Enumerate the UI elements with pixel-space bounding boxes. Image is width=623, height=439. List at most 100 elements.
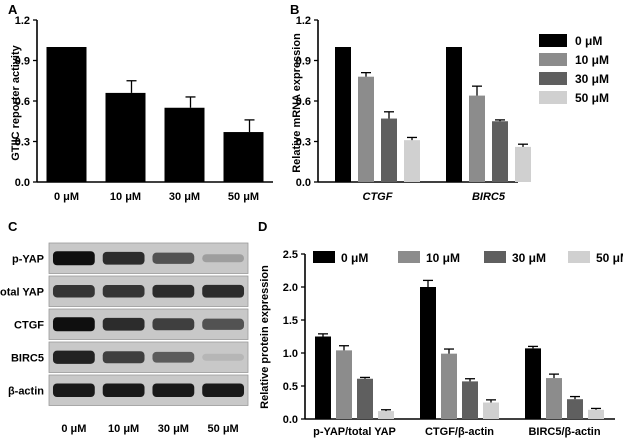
chart-d-ytick-label: 2.5: [283, 249, 298, 261]
blot-band: [102, 351, 145, 364]
chart-a-xtick-label: 30 μM: [169, 191, 200, 203]
chart-b-ytick-label: 1.2: [296, 15, 311, 27]
blot-band: [152, 383, 195, 398]
chart-b-bar: [404, 140, 420, 182]
blot-band: [102, 285, 145, 298]
chart-a-bar: [46, 47, 87, 182]
chart-a-ytick-label: 0.9: [15, 56, 30, 68]
blot-band: [202, 353, 245, 361]
chart-b-legend-swatch: [539, 72, 567, 85]
chart-d-xtick-label: BIRC5/β-actin: [528, 426, 600, 438]
blot-lane-label: 50 μM: [208, 423, 239, 435]
blot-band: [52, 317, 95, 332]
blot-band: [102, 317, 145, 331]
chart-b-bar: [469, 95, 485, 182]
panel-label-a: A: [8, 2, 18, 17]
chart-d-xtick-label: p-YAP/total YAP: [313, 426, 396, 438]
chart-b-bar: [446, 47, 462, 182]
chart-d-xtick-label: CTGF/β-actin: [425, 426, 494, 438]
chart-d-ytick-label: 2.0: [283, 282, 298, 294]
blot-band: [202, 383, 245, 398]
chart-a-ytick-label: 0.0: [15, 177, 30, 189]
chart-a-ytick-label: 0.6: [15, 96, 30, 108]
chart-d-bar: [357, 378, 373, 419]
chart-d-bar: [588, 409, 604, 419]
chart-d-bar: [462, 381, 478, 419]
chart-b-xtick-label: CTGF: [363, 191, 393, 203]
chart-d-bar: [567, 399, 583, 419]
chart-b-legend-swatch: [539, 53, 567, 66]
blot-band: [52, 383, 95, 398]
chart-b-bar: [358, 76, 374, 182]
chart-d-ytick-label: 1.0: [283, 348, 298, 360]
chart-d-bar: [483, 402, 499, 419]
chart-d-legend-label: 50 μM: [596, 251, 623, 265]
chart-a-bar: [105, 92, 146, 182]
chart-a-xtick-label: 10 μM: [110, 191, 141, 203]
chart-b: Relative mRNA expression 0.0 0.3 0.6 0.9 1.2…: [291, 15, 609, 203]
blot-row-label: β-actin: [8, 385, 44, 397]
chart-d-bar: [420, 287, 436, 419]
chart-d-bar: [378, 411, 394, 419]
blot-band: [152, 284, 195, 298]
chart-b-legend-swatch: [539, 34, 567, 47]
blot-row-label: p-YAP: [12, 253, 44, 265]
chart-b-legend-label: 10 μM: [575, 53, 609, 67]
chart-d-bar: [546, 378, 562, 419]
chart-a: GTIIC reporter activity 0.0 0.3 0.6 0.9 1.2 0…: [10, 15, 273, 203]
western-blot: p-YAP total YAP CTGF BIRC5 β-actin 0 μM 10 μM 3…: [0, 242, 249, 435]
blot-row-label: CTGF: [14, 319, 44, 331]
blot-row-label: BIRC5: [11, 352, 44, 364]
chart-d: Relative protein expression 0.0 0.5 1.0 1.5…: [259, 249, 623, 438]
chart-d-legend-swatch: [484, 251, 506, 263]
chart-a-ytick-label: 1.2: [15, 15, 30, 27]
blot-band: [202, 318, 245, 330]
chart-a-bar: [164, 107, 205, 182]
blot-lane-label: 10 μM: [108, 423, 139, 435]
chart-d-ytick-label: 0.5: [283, 381, 298, 393]
blot-band: [202, 284, 245, 298]
chart-d-ytick-label: 0.0: [283, 414, 298, 426]
chart-d-ylabel: Relative protein expression: [259, 265, 271, 409]
chart-b-legend-swatch: [539, 91, 567, 104]
chart-a-xtick-label: 0 μM: [54, 191, 79, 203]
chart-b-ytick-label: 0.3: [296, 137, 311, 149]
chart-d-legend-swatch: [398, 251, 420, 263]
chart-b-legend-label: 0 μM: [575, 34, 602, 48]
blot-band: [152, 318, 195, 331]
chart-a-ylabel: GTIIC reporter activity: [10, 44, 22, 160]
chart-b-bar: [381, 118, 397, 182]
chart-d-legend-label: 0 μM: [341, 251, 368, 265]
chart-b-legend-label: 50 μM: [575, 91, 609, 105]
chart-b-xtick-label: BIRC5: [472, 191, 506, 203]
blot-lane-label: 0 μM: [61, 423, 86, 435]
chart-d-bar: [315, 336, 331, 419]
panel-label-c: C: [8, 219, 18, 234]
chart-d-legend-label: 30 μM: [512, 251, 546, 265]
blot-row-label: total YAP: [0, 286, 44, 298]
blot-band: [102, 383, 145, 398]
panel-label-b: B: [290, 2, 299, 17]
chart-a-ytick-label: 0.3: [15, 137, 30, 149]
chart-d-legend-swatch: [313, 251, 335, 263]
panel-label-d: D: [258, 219, 267, 234]
chart-b-ytick-label: 0.6: [296, 96, 311, 108]
chart-a-bar: [223, 132, 264, 182]
blot-band: [52, 251, 95, 266]
chart-d-ytick-label: 1.5: [283, 315, 298, 327]
chart-b-bar: [492, 121, 508, 182]
chart-b-bar: [515, 146, 531, 182]
blot-band: [152, 351, 195, 363]
chart-b-ytick-label: 0.9: [296, 56, 311, 68]
chart-d-legend-label: 10 μM: [426, 251, 460, 265]
blot-band: [102, 251, 145, 265]
blot-lane-label: 30 μM: [158, 423, 189, 435]
chart-b-legend-label: 30 μM: [575, 72, 609, 86]
chart-d-bar: [525, 348, 541, 419]
blot-band: [152, 252, 195, 264]
chart-d-bar: [441, 353, 457, 419]
blot-band: [202, 254, 245, 263]
chart-a-xtick-label: 50 μM: [228, 191, 259, 203]
blot-band: [52, 285, 95, 298]
